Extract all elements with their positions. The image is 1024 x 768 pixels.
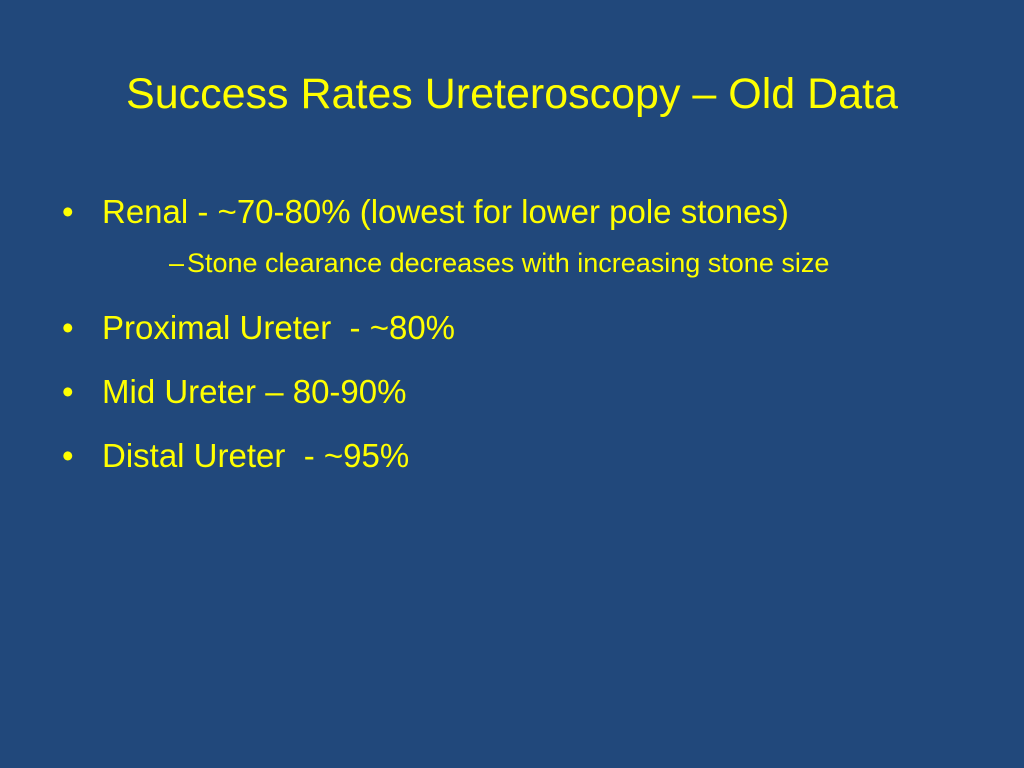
sub-bullet: Stone clearance decreases with increasin… xyxy=(145,240,977,286)
bullet-text: Proximal Ureter - ~80% xyxy=(102,309,456,346)
bullet-text: Renal - ~70-80% (lowest for lower pole s… xyxy=(102,193,789,230)
bullet-text: Mid Ureter – 80-90% xyxy=(102,373,407,410)
bullet-item: Distal Ureter - ~95% xyxy=(60,434,980,478)
bullet-item: Renal - ~70-80% (lowest for lower pole s… xyxy=(60,190,980,286)
slide-title: Success Rates Ureteroscopy – Old Data xyxy=(126,70,898,118)
bullet-item: Proximal Ureter - ~80% xyxy=(60,306,980,350)
bullet-text: Distal Ureter - ~95% xyxy=(102,437,410,474)
bullet-list: Renal - ~70-80% (lowest for lower pole s… xyxy=(60,190,980,498)
bullet-item: Mid Ureter – 80-90% xyxy=(60,370,980,414)
